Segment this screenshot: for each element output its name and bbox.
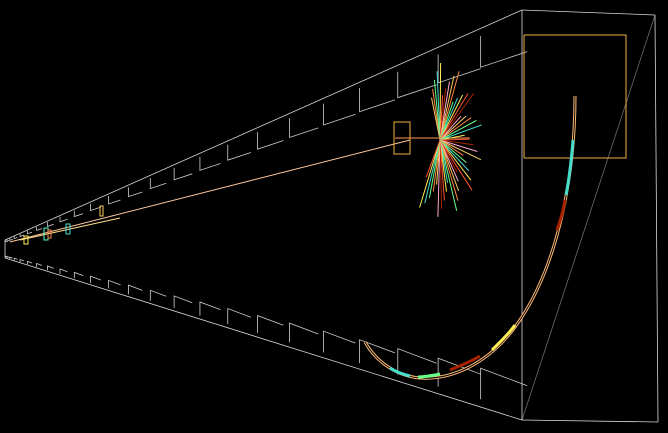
fan-track — [439, 117, 472, 141]
fan-track — [439, 75, 455, 141]
fan-track — [439, 134, 465, 141]
segment-tick-lower — [73, 271, 84, 279]
fan-track — [439, 139, 443, 209]
fan-track — [439, 94, 464, 141]
fan-track — [439, 62, 442, 141]
segment-tick-upper — [6, 239, 10, 242]
fan-track — [428, 139, 441, 198]
segment-tick-lower — [90, 275, 101, 284]
segment-tick-lower — [9, 256, 13, 260]
segment-tick-upper — [437, 54, 481, 84]
segment-tick-upper — [128, 187, 143, 198]
endcap-square — [523, 34, 627, 159]
fan-track — [439, 138, 470, 141]
fan-track — [439, 139, 482, 161]
segment-tick-upper — [47, 222, 54, 227]
segment-tick-upper — [397, 71, 437, 99]
segment-tick-upper — [173, 167, 193, 181]
segment-tick-lower — [59, 268, 68, 274]
fan-track — [439, 139, 460, 191]
segment-tick-upper — [323, 103, 356, 126]
segment-tick-lower — [289, 322, 319, 343]
fan-track — [439, 139, 464, 156]
segment-tick-lower — [36, 262, 43, 268]
fan-track — [439, 81, 450, 141]
segment-tick-upper — [59, 216, 68, 223]
segment-tick-lower — [19, 258, 25, 263]
segment-tick-upper — [27, 230, 33, 235]
segment-tick-lower — [199, 301, 221, 316]
fan-track — [439, 93, 475, 141]
segment-tick-upper — [149, 178, 167, 190]
segment-tick-upper — [9, 238, 13, 241]
fan-track — [439, 124, 482, 141]
fan-track — [433, 79, 441, 141]
fan-track — [439, 120, 477, 141]
segment-tick-upper — [359, 88, 396, 113]
fan-track — [436, 71, 441, 141]
segment-tick-lower — [227, 307, 251, 324]
segment-tick-upper — [19, 233, 25, 238]
segment-tick-upper — [90, 203, 101, 212]
fan-track — [439, 97, 459, 141]
segment-tick-upper — [73, 210, 84, 218]
segment-tick-lower — [13, 257, 18, 261]
fan-track — [437, 139, 441, 217]
fan-track — [439, 115, 467, 141]
segment-tick-lower — [6, 255, 10, 259]
track-fan — [419, 62, 482, 217]
segment-tick-upper — [257, 131, 284, 150]
segment-tick-lower — [128, 284, 143, 295]
fan-track — [439, 139, 458, 211]
fan-track — [439, 71, 460, 141]
segment-tick-lower — [257, 315, 284, 333]
fan-track — [424, 139, 441, 204]
segment-tick-lower — [108, 279, 121, 289]
segment-tick-upper — [480, 36, 528, 68]
fan-track — [439, 139, 459, 201]
fan-track — [439, 139, 478, 152]
segment-tick-lower — [323, 330, 356, 353]
segment-tick-lower — [359, 339, 396, 364]
segment-tick-lower — [47, 265, 54, 271]
detector-frame — [4, 9, 659, 423]
fan-track — [419, 139, 441, 208]
fan-track — [425, 139, 441, 178]
curved-track-hits — [389, 139, 575, 379]
segment-tick-upper — [289, 118, 319, 139]
fan-track — [439, 139, 473, 191]
segment-tick-upper — [108, 195, 121, 205]
fan-track — [439, 139, 472, 181]
segment-tick-lower — [397, 348, 437, 375]
segment-tick-upper — [199, 156, 221, 171]
vertex-box — [393, 121, 411, 155]
upstream-vertices — [23, 205, 104, 245]
fan-track — [439, 139, 474, 146]
fan-track — [439, 139, 470, 172]
detector-segment-ticks — [5, 36, 528, 400]
fan-track — [439, 93, 469, 141]
fan-track — [439, 139, 467, 163]
segment-tick-upper — [13, 236, 18, 240]
segment-tick-upper — [36, 226, 43, 231]
segment-tick-lower — [480, 367, 528, 400]
segment-tick-lower — [149, 289, 167, 301]
segment-tick-upper — [227, 144, 251, 161]
segment-tick-lower — [173, 295, 193, 308]
segment-tick-lower — [27, 260, 33, 265]
fan-track — [439, 115, 462, 141]
